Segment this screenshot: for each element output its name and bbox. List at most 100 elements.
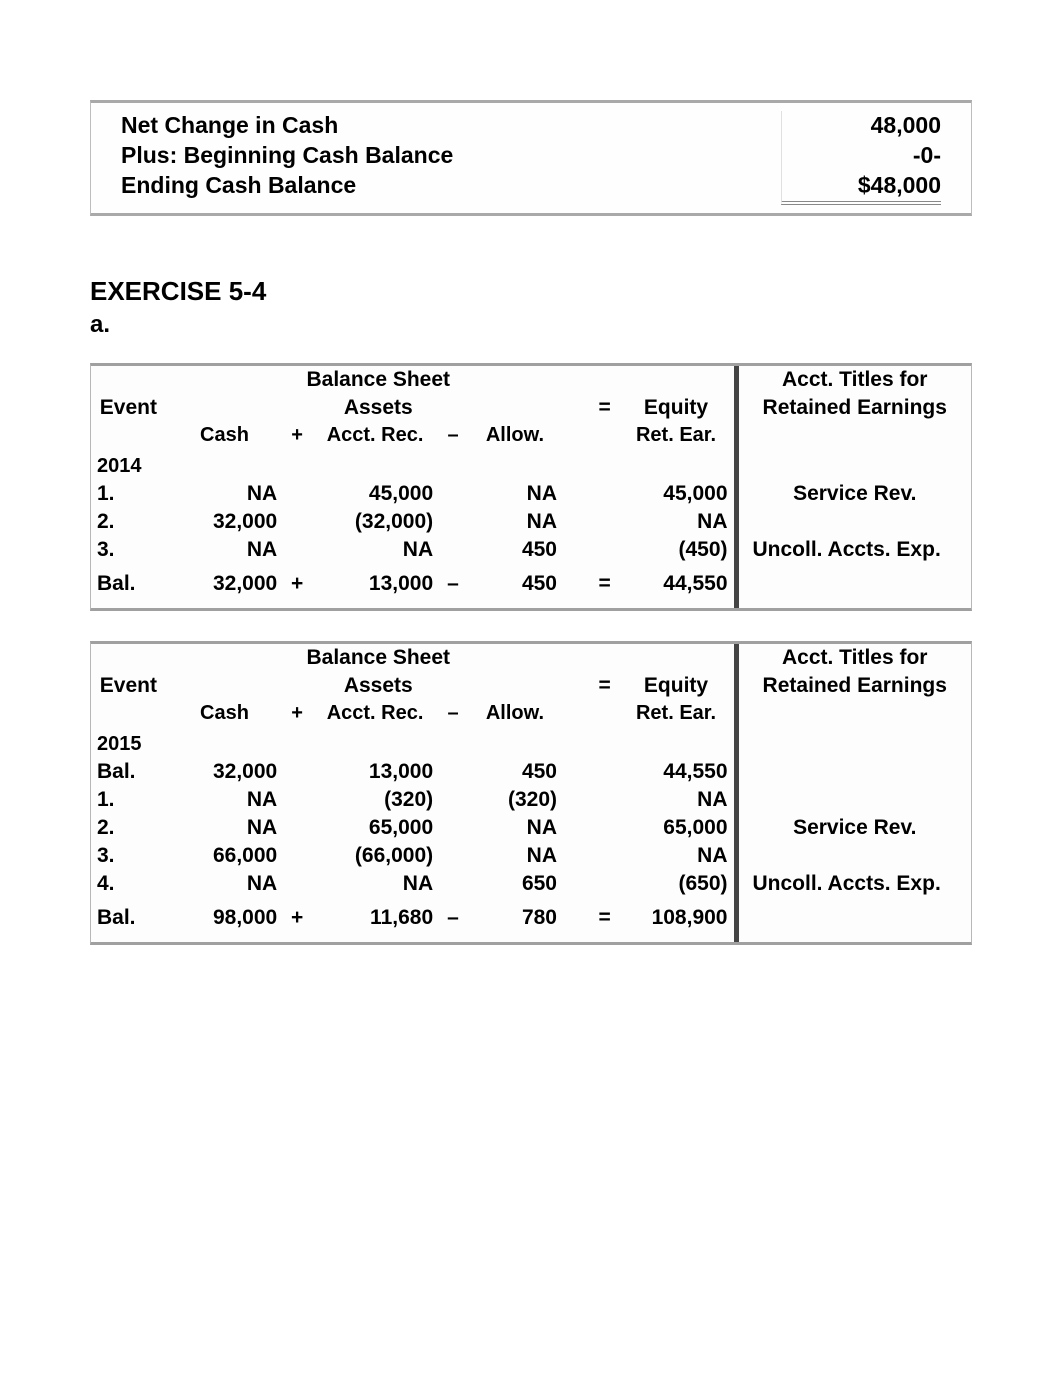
ret-ear-header: Ret. Ear. bbox=[619, 700, 736, 727]
exercise-title: EXERCISE 5-4 bbox=[90, 276, 972, 307]
bal-label: Bal. bbox=[91, 564, 166, 608]
cash-summary-box: Net Change in Cash 48,000 Plus: Beginnin… bbox=[90, 100, 972, 216]
event-cell: 3. bbox=[91, 536, 166, 564]
bal-allow: 780 bbox=[467, 898, 563, 942]
title-cell bbox=[736, 758, 971, 786]
balance-row: Bal. 98,000 + 11,680 – 780 = 108,900 bbox=[91, 898, 971, 942]
bal-plus: + bbox=[283, 898, 311, 942]
cash-cell: 66,000 bbox=[166, 842, 283, 870]
event-cell: 3. bbox=[91, 842, 166, 870]
title-cell bbox=[736, 786, 971, 814]
bal-plus: + bbox=[283, 564, 311, 608]
minus-sign: – bbox=[439, 422, 467, 449]
year-label: 2015 bbox=[91, 727, 166, 758]
header-row-1: Balance Sheet Acct. Titles for bbox=[91, 366, 971, 394]
ret-cell: 44,550 bbox=[619, 758, 736, 786]
ret-cell: (650) bbox=[619, 870, 736, 898]
acct-titles-header: Acct. Titles for bbox=[736, 644, 971, 672]
table-row: Bal. 32,000 13,000 450 44,550 bbox=[91, 758, 971, 786]
balance-sheet-title: Balance Sheet bbox=[166, 644, 591, 672]
title-cell bbox=[736, 508, 971, 536]
title-cell: Service Rev. bbox=[736, 480, 971, 508]
cash-row-ending: Ending Cash Balance $48,000 bbox=[121, 171, 941, 205]
event-cell: 1. bbox=[91, 480, 166, 508]
bal-ret: 44,550 bbox=[619, 564, 736, 608]
event-cell: Bal. bbox=[91, 758, 166, 786]
retained-earnings-header: Retained Earnings bbox=[736, 394, 971, 422]
allow-cell: (320) bbox=[467, 786, 563, 814]
event-cell: 2. bbox=[91, 508, 166, 536]
acct-rec-header: Acct. Rec. bbox=[311, 422, 439, 449]
cash-cell: NA bbox=[166, 480, 283, 508]
allow-cell: 450 bbox=[467, 758, 563, 786]
bal-label: Bal. bbox=[91, 898, 166, 942]
page-container: Net Change in Cash 48,000 Plus: Beginnin… bbox=[0, 0, 1062, 1175]
cash-row-beginning: Plus: Beginning Cash Balance -0- bbox=[121, 141, 941, 171]
acct-titles-header: Acct. Titles for bbox=[736, 366, 971, 394]
ar-cell: (66,000) bbox=[311, 842, 439, 870]
allow-cell: NA bbox=[467, 814, 563, 842]
event-header: Event bbox=[91, 394, 166, 422]
balance-sheet-2014: Balance Sheet Acct. Titles for Event Ass… bbox=[90, 363, 972, 611]
bal-ret: 108,900 bbox=[619, 898, 736, 942]
event-cell: 1. bbox=[91, 786, 166, 814]
ret-cell: NA bbox=[619, 508, 736, 536]
assets-header: Assets bbox=[166, 394, 591, 422]
ret-cell: 45,000 bbox=[619, 480, 736, 508]
title-cell: Uncoll. Accts. Exp. bbox=[736, 536, 971, 564]
table-row: 3. 66,000 (66,000) NA NA bbox=[91, 842, 971, 870]
table-row: 2. 32,000 (32,000) NA NA bbox=[91, 508, 971, 536]
title-cell: Service Rev. bbox=[736, 814, 971, 842]
allow-cell: 650 bbox=[467, 870, 563, 898]
assets-header: Assets bbox=[166, 672, 591, 700]
allow-cell: 450 bbox=[467, 536, 563, 564]
cash-header: Cash bbox=[166, 422, 283, 449]
cash-label: Ending Cash Balance bbox=[121, 171, 781, 201]
cash-cell: NA bbox=[166, 870, 283, 898]
header-row-2: Event Assets = Equity Retained Earnings bbox=[91, 672, 971, 700]
bal-ar: 13,000 bbox=[311, 564, 439, 608]
allow-cell: NA bbox=[467, 842, 563, 870]
table-row: 3. NA NA 450 (450) Uncoll. Accts. Exp. bbox=[91, 536, 971, 564]
cash-cell: 32,000 bbox=[166, 758, 283, 786]
cash-cell: NA bbox=[166, 786, 283, 814]
table-row: 1. NA (320) (320) NA bbox=[91, 786, 971, 814]
table-row: 2. NA 65,000 NA 65,000 Service Rev. bbox=[91, 814, 971, 842]
ret-ear-header: Ret. Ear. bbox=[619, 422, 736, 449]
plus-sign: + bbox=[283, 422, 311, 449]
event-cell: 2. bbox=[91, 814, 166, 842]
cash-value: -0- bbox=[781, 141, 941, 171]
allow-header: Allow. bbox=[467, 422, 563, 449]
exercise-part: a. bbox=[90, 311, 972, 339]
minus-sign: – bbox=[439, 700, 467, 727]
ar-cell: 45,000 bbox=[311, 480, 439, 508]
bs-table-2015: Balance Sheet Acct. Titles for Event Ass… bbox=[91, 644, 971, 942]
ret-cell: NA bbox=[619, 842, 736, 870]
cash-label: Plus: Beginning Cash Balance bbox=[121, 141, 781, 171]
ar-cell: 65,000 bbox=[311, 814, 439, 842]
year-label: 2014 bbox=[91, 449, 166, 480]
bal-minus: – bbox=[439, 898, 467, 942]
ar-cell: NA bbox=[311, 870, 439, 898]
event-header: Event bbox=[91, 672, 166, 700]
cash-value: 48,000 bbox=[781, 111, 941, 141]
bal-cash: 98,000 bbox=[166, 898, 283, 942]
cash-label: Net Change in Cash bbox=[121, 111, 781, 141]
ar-cell: 13,000 bbox=[311, 758, 439, 786]
title-cell: Uncoll. Accts. Exp. bbox=[736, 870, 971, 898]
ret-cell: 65,000 bbox=[619, 814, 736, 842]
table-row: 4. NA NA 650 (650) Uncoll. Accts. Exp. bbox=[91, 870, 971, 898]
sub-header-row: Cash + Acct. Rec. – Allow. Ret. Ear. bbox=[91, 700, 971, 727]
year-row: 2014 bbox=[91, 449, 971, 480]
bal-allow: 450 bbox=[467, 564, 563, 608]
bal-equals: = bbox=[591, 564, 619, 608]
event-cell: 4. bbox=[91, 870, 166, 898]
balance-sheet-title: Balance Sheet bbox=[166, 366, 591, 394]
allow-cell: NA bbox=[467, 480, 563, 508]
equity-header: Equity bbox=[619, 672, 736, 700]
cash-cell: NA bbox=[166, 536, 283, 564]
retained-earnings-header: Retained Earnings bbox=[736, 672, 971, 700]
header-row-2: Event Assets = Equity Retained Earnings bbox=[91, 394, 971, 422]
ar-cell: (320) bbox=[311, 786, 439, 814]
bs-table-2014: Balance Sheet Acct. Titles for Event Ass… bbox=[91, 366, 971, 608]
